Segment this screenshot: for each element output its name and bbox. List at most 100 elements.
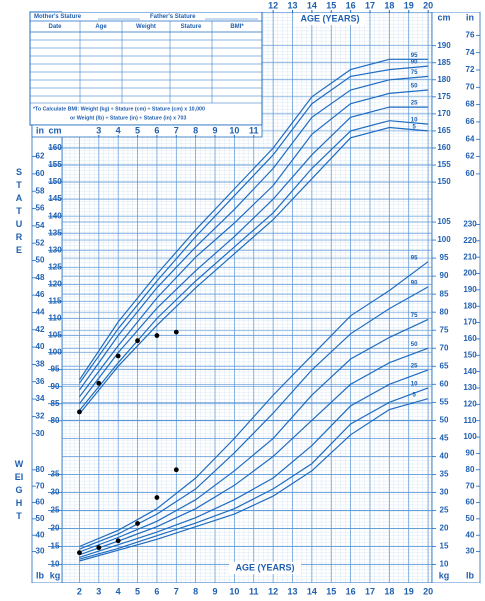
y-tick-label: 60 [36, 169, 45, 178]
y-tick-label: 90 [440, 271, 449, 280]
percentile-curve [78, 106, 429, 405]
column-header: Age [95, 24, 107, 30]
y-tick-label: 45 [440, 433, 449, 442]
stature-side-label: STATURE [15, 167, 23, 255]
x-tick-label: 2 [77, 586, 82, 596]
marks: 8085909510010511011512012513013514014515… [32, 0, 480, 596]
unit-label: in [36, 125, 44, 135]
curve-label: 95 [411, 53, 418, 59]
right-axis-column [431, 11, 481, 584]
y-tick-label: 220 [463, 236, 477, 245]
x-tick-label: 5 [135, 586, 140, 596]
measurement-point [173, 467, 179, 473]
y-tick-label: 60 [466, 498, 475, 507]
x-tick-label: 5 [135, 125, 140, 135]
x-tick-label: 17 [365, 0, 375, 10]
x-tick-label: 7 [174, 125, 179, 135]
y-tick-label: 80 [466, 465, 475, 474]
measurement-point [154, 333, 160, 338]
bmi-note: *To Calculate BMI: Weight (kg) ÷ Stature… [33, 106, 205, 112]
y-tick-label: 48 [36, 273, 45, 282]
y-tick-label: 70 [466, 82, 475, 91]
measurement-point [173, 329, 179, 335]
y-tick-label: 15 [440, 542, 449, 551]
measurement-point [77, 409, 82, 415]
y-tick-label: 110 [464, 416, 477, 425]
y-tick-label: 60 [440, 379, 449, 388]
percentile-curve [79, 369, 429, 558]
curve-label: 75 [411, 70, 418, 76]
y-tick-label: 62 [36, 152, 45, 161]
unit-label: kg [50, 570, 61, 580]
y-tick-label: 50 [466, 514, 475, 523]
x-tick-label: 18 [384, 586, 394, 596]
curve-label: 50 [411, 342, 418, 348]
x-tick-label: 8 [193, 125, 198, 135]
y-tick-label: 30 [36, 547, 45, 556]
y-tick-label: 190 [437, 41, 451, 50]
y-tick-label: 64 [466, 134, 475, 143]
measurement-point [135, 521, 140, 526]
curve-label: 10 [411, 118, 418, 124]
curve-label: 25 [411, 363, 418, 369]
x-tick-label: 14 [307, 0, 317, 10]
y-tick-label: 90 [466, 449, 475, 458]
column-header: Stature [181, 24, 202, 30]
y-tick-label: 72 [466, 65, 475, 74]
x-tick-label: 16 [346, 0, 356, 10]
y-tick-label: 20 [440, 524, 449, 533]
x-tick-label: 19 [404, 586, 414, 596]
x-tick-label: 8 [193, 586, 198, 596]
x-tick-label: 11 [249, 125, 259, 135]
y-tick-label: 175 [437, 92, 451, 101]
inner-age-row [31, 124, 263, 138]
percentile-curve [79, 347, 429, 556]
x-tick-label: 6 [154, 125, 159, 135]
unit-label: lb [36, 570, 45, 580]
curve-label: 95 [411, 255, 418, 261]
x-tick-label: 18 [384, 0, 394, 10]
percentile-curve [78, 65, 429, 384]
y-tick-label: 70 [440, 343, 449, 352]
x-tick-label: 3 [96, 125, 101, 135]
y-tick-label: 54 [36, 221, 45, 230]
y-tick-label: 185 [437, 58, 451, 67]
y-tick-label: 100 [437, 235, 451, 244]
curve-label: 50 [411, 84, 418, 90]
percentile-curve [78, 75, 429, 391]
unit-label: in [466, 12, 474, 22]
y-tick-label: 70 [466, 481, 475, 490]
y-tick-label: 160 [463, 334, 477, 343]
y-tick-label: 85 [440, 289, 449, 298]
y-tick-label: 56 [36, 204, 45, 213]
mothers-stature-label: Mother's Stature [34, 14, 82, 20]
measurement-point [115, 538, 121, 544]
y-tick-label: 65 [440, 361, 449, 370]
percentile-curve [79, 387, 429, 560]
curve-label: 75 [411, 313, 418, 319]
y-tick-label: 50 [36, 256, 45, 265]
x-tick-label: 20 [423, 0, 433, 10]
x-axis-title: AGE (YEARS) [300, 13, 359, 23]
x-tick-label: 6 [154, 586, 159, 596]
x-tick-label: 9 [213, 586, 218, 596]
unit-label: cm [437, 12, 450, 22]
y-tick-label: 46 [36, 290, 45, 299]
x-tick-label: 13 [288, 586, 298, 596]
record-form: Mother's Stature Father's Stature Date A… [29, 11, 263, 126]
x-tick-label: 20 [423, 586, 433, 596]
y-tick-label: 130 [463, 383, 477, 392]
y-tick-label: 180 [437, 75, 451, 84]
y-tick-label: 70 [36, 481, 45, 490]
y-tick-label: 160 [437, 143, 451, 152]
x-tick-label: 13 [288, 0, 298, 10]
y-tick-label: 230 [463, 220, 477, 229]
y-tick-label: 100 [463, 432, 477, 441]
percentile-curve [78, 126, 429, 415]
x-tick-label: 12 [268, 0, 278, 10]
x-tick-label: 10 [229, 586, 239, 596]
x-tick-label: 17 [365, 586, 375, 596]
y-tick-label: 42 [36, 325, 45, 334]
y-tick-label: 34 [36, 394, 45, 403]
